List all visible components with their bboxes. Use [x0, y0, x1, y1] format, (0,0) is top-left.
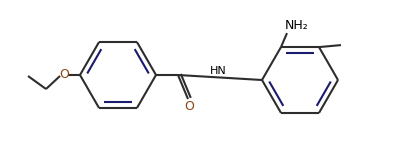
- Text: NH₂: NH₂: [285, 19, 309, 32]
- Text: O: O: [184, 100, 194, 113]
- Text: HN: HN: [210, 66, 226, 75]
- Text: O: O: [59, 69, 69, 82]
